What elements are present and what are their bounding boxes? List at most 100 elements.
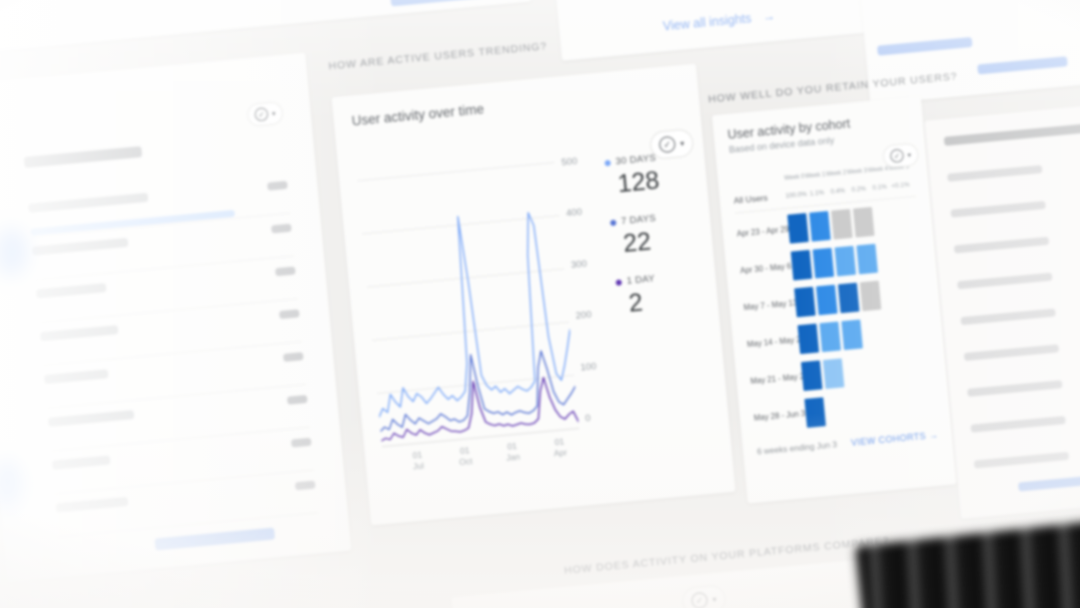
cohort-cell <box>819 321 842 353</box>
legend-item-1-day[interactable]: 1 DAY 2 <box>615 269 701 319</box>
cohort-cell <box>790 249 813 281</box>
row-value-blurred <box>267 180 288 191</box>
cohort-week-range: May 28 - Jun 3 <box>753 408 806 423</box>
cohort-cell <box>794 286 816 318</box>
chevron-down-icon: ▾ <box>271 109 276 118</box>
row-value-blurred <box>270 223 292 233</box>
legend-value: 22 <box>621 227 653 258</box>
row-label-blurred <box>967 380 1063 397</box>
list-item[interactable] <box>967 370 1080 397</box>
all-users-value: 1.1% <box>809 188 825 198</box>
list-item[interactable] <box>953 227 1080 254</box>
metric-picker[interactable]: ✓ ▾ <box>649 128 695 161</box>
x-tick: 01 Jan <box>505 440 521 463</box>
card-title: User activity over time <box>351 101 485 129</box>
row-value-blurred <box>282 351 304 362</box>
row-value-blurred <box>278 308 300 319</box>
metric-picker[interactable]: ✓ ▾ <box>681 584 727 608</box>
cohort-footer: 6 weeks ending Jun 3 VIEW COHORTS → <box>757 430 939 457</box>
metric-list <box>28 179 319 547</box>
column-header: Week 3 <box>846 168 868 177</box>
legend-item-7-days[interactable]: 7 DAYS 22 <box>609 210 696 260</box>
x-tick: 01 Oct <box>458 445 473 467</box>
row-label-blurred <box>35 283 107 299</box>
cohort-week-range: Apr 30 - May 6 <box>739 261 792 276</box>
list-item[interactable] <box>957 263 1080 290</box>
arrow-right-icon: → <box>762 9 776 25</box>
card-title-blurred <box>943 123 1080 146</box>
check-circle-icon: ✓ <box>254 107 269 122</box>
cohort-week-range: Apr 23 - Apr 29 <box>736 224 790 239</box>
activity-lines-svg <box>357 162 579 446</box>
y-tick: 300 <box>570 258 588 271</box>
column-header: Week 0 <box>784 174 805 182</box>
cohort-cell <box>856 243 878 275</box>
x-tick: 01 Apr <box>553 436 568 458</box>
row-label-blurred <box>950 200 1046 218</box>
row-label-blurred <box>51 455 111 470</box>
card-footer-link[interactable] <box>390 0 511 7</box>
column-header: Week 2 <box>825 170 847 178</box>
row-value-blurred <box>290 437 312 448</box>
line-plot[interactable] <box>357 162 580 448</box>
row-label-blurred <box>31 237 129 256</box>
list-item[interactable] <box>947 155 1080 182</box>
cohort-cell <box>837 282 860 314</box>
check-circle-icon: ✓ <box>690 591 709 608</box>
legend-value: 128 <box>616 166 661 199</box>
row-label-blurred <box>47 409 135 427</box>
cohort-cells <box>797 319 863 355</box>
list-item[interactable] <box>970 406 1080 433</box>
list-item[interactable] <box>960 299 1080 326</box>
cohort-cell <box>809 210 831 242</box>
card-title-blurred <box>23 146 143 168</box>
user-activity-card: User activity over time ✓ ▾ 500 400 300 … <box>331 63 736 526</box>
list-item[interactable] <box>973 442 1080 469</box>
row-label-blurred <box>39 325 119 342</box>
list-item[interactable] <box>950 191 1080 218</box>
cohort-cell <box>804 397 826 428</box>
row-label-blurred <box>963 344 1060 362</box>
y-tick: 400 <box>565 207 583 220</box>
all-users-value: 0.4% <box>830 186 846 196</box>
metric-picker[interactable]: ✓ ▾ <box>882 142 920 169</box>
series-30-days <box>361 207 576 417</box>
cohort-week-range: May 21 - May 27 <box>750 371 809 386</box>
column-header: Week 1 <box>804 172 826 180</box>
y-tick: 0 <box>584 412 592 425</box>
row-label-blurred <box>55 496 129 513</box>
metric-list <box>947 155 1080 496</box>
chevron-down-icon: ▾ <box>712 594 717 604</box>
legend-value: 2 <box>627 288 644 318</box>
cohort-note: 6 weeks ending Jun 3 <box>756 439 838 457</box>
cohort-cell <box>787 212 809 244</box>
list-item[interactable] <box>963 334 1080 362</box>
view-cohorts-link[interactable]: VIEW COHORTS → <box>850 429 939 448</box>
cohort-cells <box>794 280 882 318</box>
all-users-label: All Users <box>733 192 769 206</box>
all-users-value: 0.2% <box>851 184 867 194</box>
card-footer-link[interactable] <box>977 56 1068 75</box>
row-label-blurred <box>947 165 1043 182</box>
row-label-blurred <box>43 369 109 385</box>
row-label-blurred <box>973 451 1070 469</box>
check-circle-icon: ✓ <box>658 135 676 154</box>
metric-picker[interactable]: ✓ ▾ <box>246 100 284 128</box>
x-tick: 01 Jul <box>412 449 425 472</box>
cohort-cell <box>816 284 838 316</box>
y-tick: 100 <box>579 360 597 374</box>
legend-label: 1 DAY <box>626 273 656 287</box>
activity-chart: 500 400 300 200 100 0 30 DAYS 128 <box>357 150 710 448</box>
row-value-blurred <box>294 480 316 490</box>
cohort-week-range: May 7 - May 13 <box>743 298 798 313</box>
row-label-blurred <box>960 308 1056 326</box>
cohort-cell <box>859 280 882 312</box>
view-all-insights-link[interactable]: View all insights → <box>559 0 879 45</box>
cohort-cell <box>831 208 853 240</box>
cohort-heatmap: Apr 23 - Apr 29 Apr 30 - May 6 May 7 - May… <box>735 201 936 435</box>
row-value-blurred <box>286 394 308 405</box>
card-footer-link[interactable] <box>877 36 973 56</box>
legend-dot <box>609 219 617 226</box>
cohort-cells <box>800 358 845 391</box>
